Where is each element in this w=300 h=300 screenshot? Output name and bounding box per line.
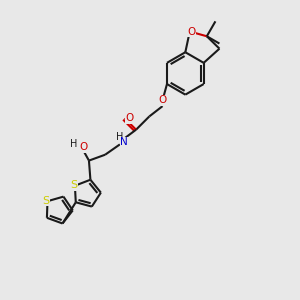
Text: O: O bbox=[158, 95, 167, 105]
Text: S: S bbox=[43, 196, 50, 206]
Text: H: H bbox=[116, 132, 124, 142]
Text: S: S bbox=[70, 180, 77, 190]
Text: N: N bbox=[120, 137, 128, 147]
Text: O: O bbox=[79, 142, 87, 152]
Text: O: O bbox=[187, 26, 195, 37]
Text: H: H bbox=[70, 139, 77, 149]
Text: O: O bbox=[126, 113, 134, 123]
